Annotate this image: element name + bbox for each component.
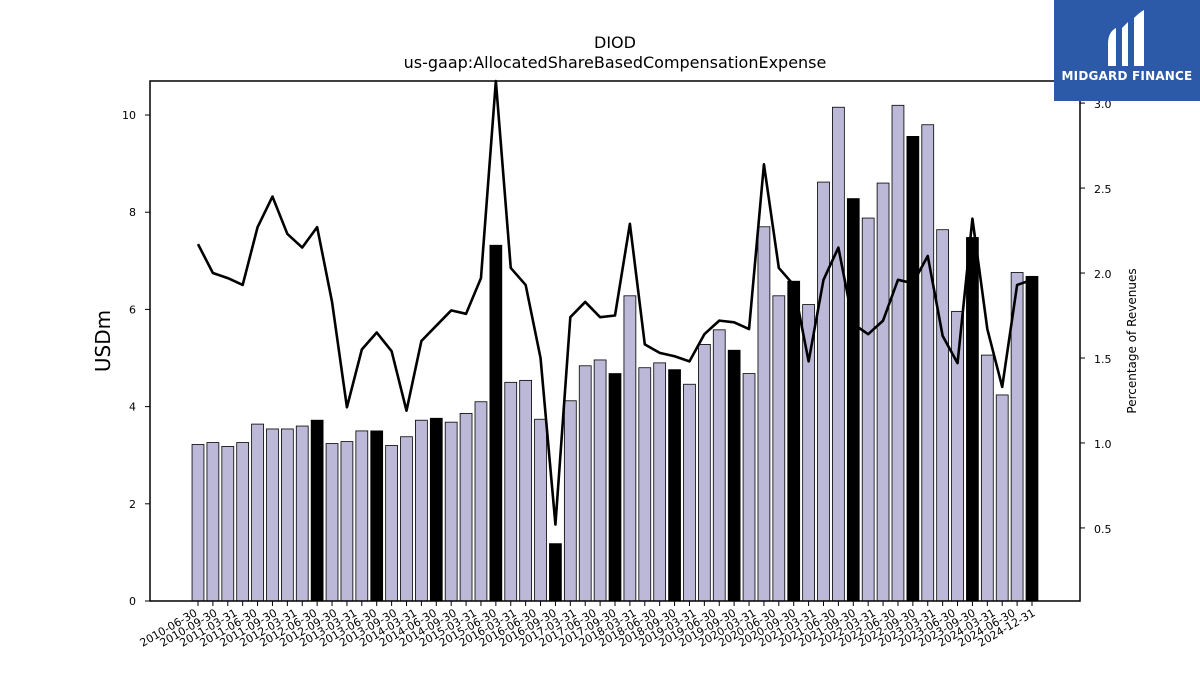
bar — [415, 419, 428, 602]
bar — [191, 444, 205, 602]
bar — [251, 423, 264, 602]
bar — [921, 124, 935, 602]
line-group — [196, 79, 1033, 526]
bar — [891, 104, 905, 602]
bar — [742, 373, 756, 602]
logo-brand-text: MIDGARD FINANCE — [1061, 69, 1193, 83]
bar — [385, 445, 398, 602]
bar — [727, 349, 741, 602]
bar — [400, 436, 413, 602]
bar — [355, 430, 369, 602]
y2-axis-label: Percentage of Revenues — [1125, 268, 1139, 413]
bar — [698, 343, 711, 602]
midgard-logo-icon — [1108, 10, 1144, 66]
bar — [310, 419, 324, 602]
bar — [832, 106, 845, 602]
bar — [519, 379, 533, 602]
y-tick-label: 10 — [122, 109, 136, 122]
bar — [936, 229, 950, 602]
chart-subtitle: us-gaap:AllocatedShareBasedCompensationE… — [404, 53, 827, 72]
bar — [772, 295, 786, 602]
bar — [802, 304, 815, 602]
y-tick-label: 2 — [129, 498, 136, 511]
logo: MIDGARD FINANCE — [1054, 0, 1200, 101]
bar — [876, 182, 890, 602]
bar — [668, 369, 681, 602]
bar — [757, 226, 771, 602]
bar — [817, 181, 830, 602]
chart-title: DIOD — [594, 33, 636, 52]
bar — [534, 418, 547, 602]
bar — [504, 381, 518, 602]
bar — [623, 295, 637, 602]
y2-tick-label: 2.5 — [1094, 183, 1112, 196]
bar — [1025, 275, 1039, 602]
bar — [266, 428, 279, 602]
bar — [236, 442, 250, 602]
y-axis-label: USDm — [91, 310, 115, 372]
bar — [549, 543, 562, 602]
y-tick-label: 8 — [129, 206, 136, 219]
bars-group — [191, 104, 1039, 602]
bar — [906, 135, 920, 602]
bar — [593, 359, 607, 602]
bar — [221, 446, 235, 602]
y2-tick-label: 3.0 — [1094, 98, 1112, 111]
bar — [653, 362, 667, 602]
y2-tick-label: 0.5 — [1094, 523, 1112, 536]
bar — [608, 373, 622, 602]
bar — [787, 280, 801, 602]
bar — [444, 421, 458, 602]
bar — [325, 443, 339, 602]
bar — [995, 394, 1009, 602]
y-tick-label: 4 — [129, 401, 136, 414]
bar — [280, 428, 294, 602]
y-tick-label: 0 — [129, 595, 136, 608]
y-axis-right: 0.5 1.0 1.5 2.0 2.5 3.0 — [1080, 98, 1112, 536]
bar — [459, 413, 473, 602]
bar — [370, 430, 384, 602]
bar — [861, 217, 875, 602]
bar — [683, 383, 696, 602]
bar — [578, 365, 592, 602]
bar — [966, 237, 979, 602]
y2-tick-label: 1.5 — [1094, 353, 1112, 366]
bar — [340, 441, 354, 602]
bar — [638, 367, 652, 602]
bar — [846, 198, 860, 602]
x-axis: 2010-06-302010-09-302011-03-312011-06-30… — [138, 601, 1038, 650]
series-line — [196, 79, 1033, 526]
bar — [206, 442, 220, 602]
bar — [563, 400, 577, 602]
y-tick-label: 6 — [129, 303, 136, 316]
y-axis-left: 0 2 4 6 8 10 — [122, 109, 150, 608]
y2-tick-label: 2.0 — [1094, 268, 1112, 281]
bar — [712, 329, 726, 602]
bar — [295, 425, 309, 602]
bar — [489, 244, 503, 602]
bar — [980, 354, 994, 602]
y2-tick-label: 1.0 — [1094, 438, 1112, 451]
bar — [474, 401, 488, 602]
bar — [429, 417, 443, 602]
